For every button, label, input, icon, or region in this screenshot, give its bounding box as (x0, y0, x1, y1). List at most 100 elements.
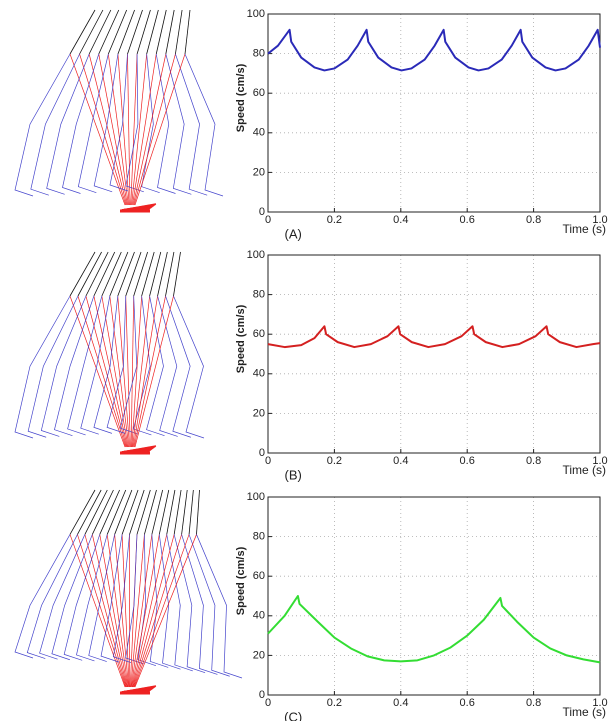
swing-leg (109, 53, 129, 192)
trunk (196, 489, 200, 535)
trunk (91, 489, 114, 535)
swing-leg (175, 53, 208, 196)
trunk (157, 251, 168, 297)
trunk (117, 251, 135, 297)
speed-line (267, 325, 601, 349)
y-tick-label: 40 (253, 610, 265, 622)
y-tick-label: 60 (253, 328, 265, 340)
y-axis-label: Speed (cm/s) (235, 546, 247, 615)
trunk (117, 9, 135, 55)
swing-leg (188, 534, 230, 677)
trunk (146, 9, 159, 55)
trunk (125, 251, 142, 297)
swing-leg (157, 295, 178, 437)
swing-leg (14, 295, 71, 439)
x-tick-label: 0.2 (327, 697, 342, 709)
swing-leg (112, 534, 132, 664)
x-tick-label: 0.6 (460, 697, 475, 709)
trunk (79, 9, 104, 55)
x-tick-label: 0 (265, 697, 271, 709)
plot-frame (267, 13, 601, 213)
y-tick-label: 40 (253, 127, 265, 139)
stance-leg (117, 295, 130, 448)
swing-leg (173, 295, 205, 439)
y-tick-label: 100 (247, 249, 265, 261)
trunk (175, 9, 183, 55)
stance-leg (130, 53, 138, 206)
swing-leg (76, 534, 108, 662)
stance-leg (131, 534, 160, 688)
x-tick-label: 0 (265, 455, 271, 467)
chart: 0 20 40 60 80 100 0 0.2 0.4 0.6 0.8 1.0 Speed (cm/s)… (235, 249, 608, 483)
swing-leg (30, 53, 80, 196)
stance-leg (106, 534, 129, 688)
y-tick-label: 20 (253, 649, 265, 661)
x-tick-label: 1.0 (592, 697, 607, 709)
swing-leg (181, 534, 218, 675)
y-tick-label: 40 (253, 368, 265, 380)
trunk (133, 251, 148, 297)
x-axis-label: Time (s) (562, 222, 606, 236)
swing-leg (146, 295, 165, 437)
trunk (149, 251, 162, 297)
swing-leg (67, 295, 103, 436)
stance-leg (133, 534, 182, 688)
swing-leg (119, 295, 139, 435)
swing-leg (155, 53, 176, 194)
stance-leg (127, 53, 131, 206)
chart: 0 20 40 60 80 100 0 0.2 0.4 0.6 0.8 1.0 Speed (cm/s)… (235, 491, 608, 721)
swing-leg (196, 534, 243, 679)
stick-figure (14, 251, 205, 455)
stance-leg (85, 295, 127, 448)
panel-label: (B) (285, 467, 302, 482)
y-tick-label: 80 (253, 48, 265, 60)
y-tick-label: 100 (247, 8, 265, 20)
swing-leg (51, 534, 93, 661)
stance-leg (131, 295, 143, 448)
swing-leg (93, 295, 119, 434)
stance-leg (130, 295, 135, 448)
stance-leg (69, 295, 126, 448)
trunk (99, 489, 120, 535)
y-tick-label: 60 (253, 87, 265, 99)
trunk (88, 9, 112, 55)
y-axis-label: Speed (cm/s) (235, 63, 247, 132)
y-tick-label: 60 (253, 570, 265, 582)
x-axis-label: Time (s) (562, 705, 606, 719)
swing-leg (62, 53, 100, 194)
trunk (151, 489, 164, 535)
swing-leg (63, 534, 101, 661)
swing-leg (173, 534, 206, 674)
stance-leg (98, 53, 128, 206)
trunk (173, 251, 181, 297)
stance-leg (134, 295, 174, 448)
foot (121, 203, 157, 211)
trunk (144, 489, 157, 535)
trunk (184, 9, 191, 55)
y-tick-label: 0 (259, 206, 265, 218)
stance-leg (132, 534, 168, 688)
trunk (165, 251, 175, 297)
x-tick-label: 0.4 (393, 455, 408, 467)
stance-leg (133, 295, 158, 448)
swing-leg (106, 295, 127, 434)
trunk (127, 9, 143, 55)
trunk (85, 251, 109, 297)
trunk (101, 251, 122, 297)
trunk (165, 9, 175, 55)
swing-leg (40, 295, 87, 437)
y-tick-label: 80 (253, 531, 265, 543)
stance-leg (132, 53, 167, 206)
stance-leg (109, 295, 130, 448)
trunk (158, 489, 170, 535)
trunk (98, 9, 120, 55)
trunk (106, 489, 127, 535)
stance-leg (69, 53, 126, 206)
stance-leg (107, 53, 129, 206)
stance-leg (131, 53, 148, 206)
trunk (136, 489, 151, 535)
trunk (181, 489, 188, 535)
foot (121, 445, 157, 453)
y-tick-label: 20 (253, 407, 265, 419)
